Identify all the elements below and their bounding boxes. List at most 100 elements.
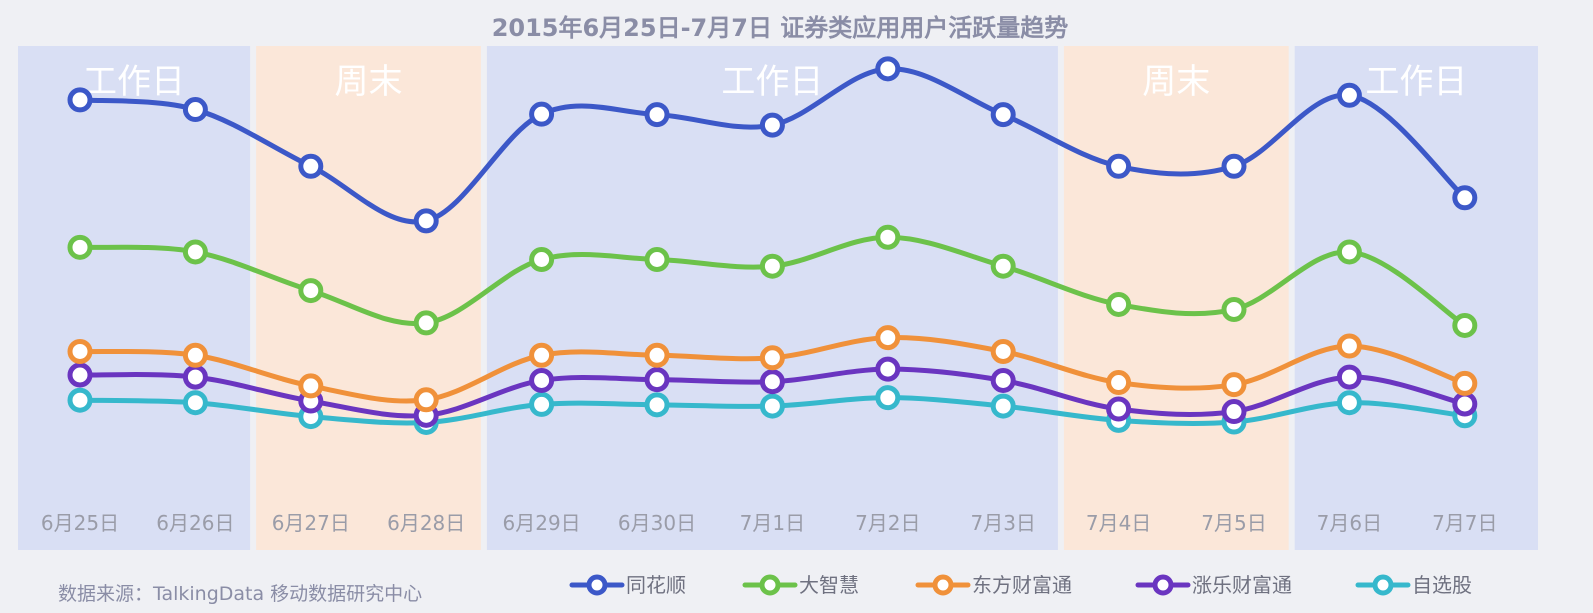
data-point-1-1[interactable] <box>182 239 208 265</box>
x-tick-label-7: 7月2日 <box>855 511 920 535</box>
legend-item-4[interactable]: 自选股 <box>1355 573 1472 597</box>
band-label-0: 工作日 <box>83 62 185 102</box>
data-point-2-11[interactable] <box>1336 333 1362 359</box>
data-point-2-4[interactable] <box>529 342 555 368</box>
legend-item-0[interactable]: 同花顺 <box>569 573 686 597</box>
band-workday-0 <box>18 46 251 550</box>
data-point-1-2[interactable] <box>298 278 324 304</box>
data-point-0-5[interactable] <box>644 102 670 128</box>
data-point-3-4[interactable] <box>529 367 555 393</box>
data-point-0-10[interactable] <box>1221 153 1247 179</box>
x-tick-label-8: 7月3日 <box>970 511 1035 535</box>
data-point-2-7[interactable] <box>875 325 901 351</box>
data-point-1-9[interactable] <box>1106 291 1132 317</box>
data-point-0-2[interactable] <box>298 153 324 179</box>
x-tick-label-12: 7月7日 <box>1432 511 1497 535</box>
data-point-2-6[interactable] <box>759 345 785 371</box>
data-point-1-6[interactable] <box>759 253 785 279</box>
data-point-2-10[interactable] <box>1221 372 1247 398</box>
data-point-4-1[interactable] <box>182 390 208 416</box>
data-point-4-5[interactable] <box>644 392 670 418</box>
data-point-0-7[interactable] <box>875 56 901 82</box>
data-point-4-6[interactable] <box>759 393 785 419</box>
band-weekend-1 <box>256 46 481 550</box>
x-axis-ticks: 6月25日 6月26日 6月27日 6月28日 6月29日 6月30日 7月1日 7月2日 7月… <box>41 511 1498 535</box>
data-point-3-10[interactable] <box>1221 399 1247 425</box>
chart-title: 2015年6月25日-7月7日 证券类应用用户活跃量趋势 <box>492 14 1069 42</box>
x-tick-label-1: 6月26日 <box>156 511 234 535</box>
band-label-3: 周末 <box>1142 62 1210 102</box>
data-point-0-0[interactable] <box>67 87 93 113</box>
data-point-1-3[interactable] <box>413 310 439 336</box>
data-point-1-0[interactable] <box>67 234 93 260</box>
x-tick-label-5: 6月30日 <box>618 511 696 535</box>
data-point-3-5[interactable] <box>644 367 670 393</box>
series-points <box>67 56 1478 435</box>
data-point-2-8[interactable] <box>990 338 1016 364</box>
legend-swatch-marker-3 <box>1152 574 1174 596</box>
legend: 同花顺 大智慧 东方财富通 涨乐财富通 自选股 <box>569 573 1472 597</box>
data-point-1-5[interactable] <box>644 247 670 272</box>
data-point-0-1[interactable] <box>182 97 208 123</box>
data-point-2-12[interactable] <box>1452 370 1478 396</box>
data-point-0-3[interactable] <box>413 208 439 234</box>
data-point-1-11[interactable] <box>1336 239 1362 265</box>
band-workday-4 <box>1294 46 1538 550</box>
data-point-3-9[interactable] <box>1106 396 1132 422</box>
legend-item-2[interactable]: 东方财富通 <box>915 573 1072 597</box>
data-point-3-8[interactable] <box>990 367 1016 393</box>
data-point-2-1[interactable] <box>182 342 208 368</box>
legend-item-3[interactable]: 涨乐财富通 <box>1135 573 1292 597</box>
legend-label-0: 同花顺 <box>626 573 686 597</box>
x-tick-label-9: 7月4日 <box>1086 511 1151 535</box>
x-tick-label-4: 6月29日 <box>503 511 581 535</box>
x-tick-label-10: 7月5日 <box>1201 511 1266 535</box>
legend-item-1[interactable]: 大智慧 <box>742 573 859 597</box>
data-point-3-11[interactable] <box>1336 364 1362 390</box>
data-point-2-5[interactable] <box>644 342 670 368</box>
source-note: 数据来源：TalkingData 移动数据研究中心 <box>58 583 422 605</box>
data-point-0-4[interactable] <box>529 101 555 127</box>
legend-swatch-marker-2 <box>932 574 954 596</box>
x-tick-label-6: 7月1日 <box>740 511 805 535</box>
legend-swatch-marker-1 <box>759 574 781 596</box>
x-tick-label-3: 6月28日 <box>387 511 465 535</box>
data-point-1-10[interactable] <box>1221 296 1247 322</box>
data-point-3-12[interactable] <box>1452 391 1478 417</box>
data-point-0-12[interactable] <box>1452 185 1478 211</box>
data-point-3-6[interactable] <box>759 369 785 395</box>
data-point-3-7[interactable] <box>875 356 901 382</box>
legend-label-4: 自选股 <box>1412 573 1472 597</box>
data-point-1-7[interactable] <box>875 224 901 250</box>
data-point-4-11[interactable] <box>1336 390 1362 416</box>
data-point-0-6[interactable] <box>759 112 785 138</box>
band-label-1: 周末 <box>335 62 403 102</box>
data-point-2-3[interactable] <box>413 387 439 413</box>
data-point-4-4[interactable] <box>529 391 555 417</box>
data-point-2-0[interactable] <box>67 338 93 364</box>
x-tick-label-11: 7月6日 <box>1317 511 1382 535</box>
data-point-0-8[interactable] <box>990 102 1016 128</box>
data-point-4-7[interactable] <box>875 385 901 411</box>
band-label-2: 工作日 <box>721 62 823 102</box>
data-point-2-2[interactable] <box>298 373 324 399</box>
x-tick-label-0: 6月25日 <box>41 511 119 535</box>
data-point-2-9[interactable] <box>1106 370 1132 396</box>
legend-swatch-marker-4 <box>1372 574 1394 596</box>
legend-label-1: 大智慧 <box>799 573 859 597</box>
data-point-1-8[interactable] <box>990 253 1016 279</box>
data-point-1-4[interactable] <box>529 247 555 272</box>
legend-label-3: 涨乐财富通 <box>1192 573 1292 597</box>
data-point-4-0[interactable] <box>67 387 93 413</box>
band-label-4: 工作日 <box>1365 62 1467 102</box>
data-point-4-8[interactable] <box>990 393 1016 419</box>
data-point-0-9[interactable] <box>1106 153 1132 179</box>
data-point-1-12[interactable] <box>1452 312 1478 338</box>
data-point-3-0[interactable] <box>67 362 93 388</box>
data-point-3-1[interactable] <box>182 364 208 390</box>
legend-label-2: 东方财富通 <box>972 573 1072 597</box>
x-tick-label-2: 6月27日 <box>272 511 350 535</box>
data-point-0-11[interactable] <box>1336 82 1362 108</box>
